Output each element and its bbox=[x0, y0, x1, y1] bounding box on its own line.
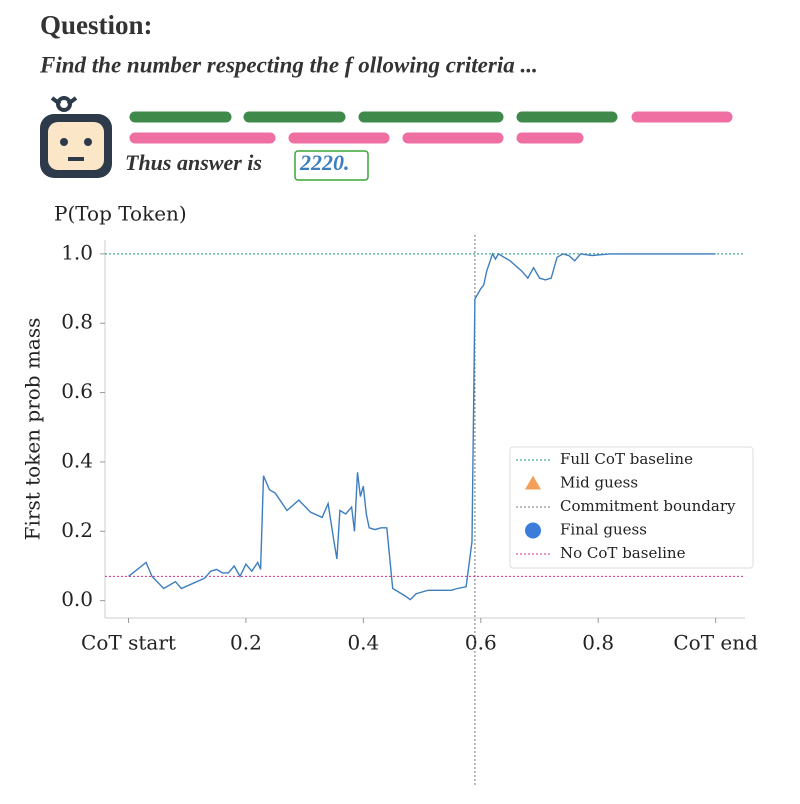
x-tick-label: CoT start bbox=[81, 631, 176, 655]
y-tick-label: 0.8 bbox=[61, 310, 93, 334]
y-tick-label: 0.0 bbox=[61, 587, 93, 611]
legend-label: Mid guess bbox=[560, 474, 638, 492]
legend-label: No CoT baseline bbox=[560, 544, 686, 562]
legend-box bbox=[509, 446, 754, 569]
y-tick-label: 1.0 bbox=[61, 240, 93, 264]
answer-value: 2220. bbox=[299, 150, 350, 175]
answer-prefix: Thus answer is bbox=[125, 150, 262, 175]
x-tick-label: 0.2 bbox=[230, 631, 262, 655]
y-axis-label: First token prob mass bbox=[21, 318, 45, 541]
answer-box bbox=[294, 150, 369, 181]
legend-symbol bbox=[525, 522, 541, 539]
token-bars bbox=[129, 111, 733, 144]
y-tick-label: 0.4 bbox=[61, 448, 93, 472]
legend-label: Commitment boundary bbox=[560, 497, 736, 515]
x-tick-label: 0.8 bbox=[582, 631, 614, 655]
x-tick-label: CoT end bbox=[673, 631, 758, 655]
chart-title: P(Top Token) bbox=[54, 202, 187, 226]
data-line bbox=[128, 252, 716, 601]
question-title: Question: bbox=[40, 10, 153, 40]
x-tick-label: 0.4 bbox=[347, 631, 379, 655]
x-tick-label: 0.6 bbox=[465, 631, 497, 655]
robot-icon bbox=[40, 96, 112, 178]
question-text: Find the number respecting the f ollowin… bbox=[39, 52, 538, 77]
legend-symbol bbox=[525, 475, 541, 490]
y-tick-label: 0.6 bbox=[61, 379, 93, 403]
legend-label: Final guess bbox=[560, 521, 647, 539]
y-tick-label: 0.2 bbox=[61, 518, 93, 542]
legend-label: Full CoT baseline bbox=[560, 450, 693, 468]
